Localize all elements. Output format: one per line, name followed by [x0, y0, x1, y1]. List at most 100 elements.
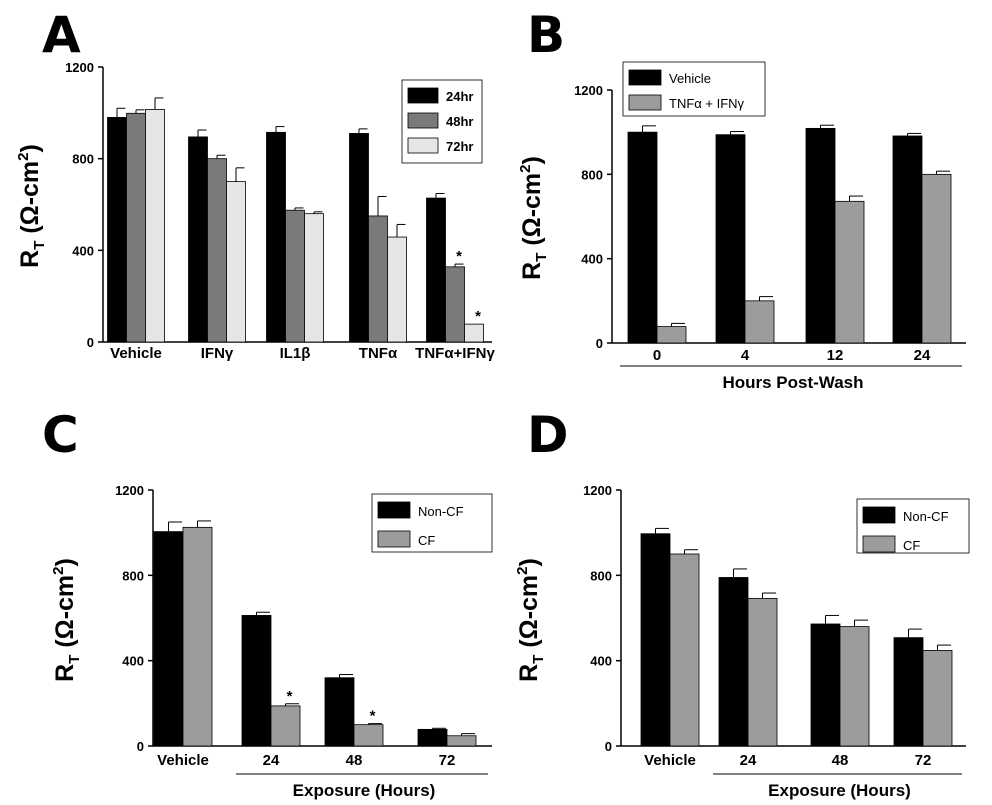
legend-swatch	[407, 87, 439, 104]
legend-label: 72hr	[446, 139, 473, 154]
chart-panel-d: 0 400 800 1200 RT (Ω-cm2) Vehicle 24 48 72Exposu…	[514, 483, 970, 800]
bar	[145, 108, 165, 343]
x-tick-label: 24	[263, 752, 280, 769]
legend-swatch	[862, 535, 896, 553]
bar	[285, 209, 305, 343]
y-tick-label: 0	[87, 335, 94, 350]
chart-panel-b: 0 400 800 1200 RT (Ω-cm2) 0 4 12 24 Hours Post-Wa…	[517, 61, 966, 392]
legend-swatch	[377, 530, 411, 548]
x-tick-label: 72	[915, 752, 932, 769]
x-tick-label: Vehicle	[157, 752, 209, 769]
x-tick-label: 72	[439, 752, 456, 769]
bar	[892, 135, 923, 344]
bar	[241, 615, 272, 747]
bar	[445, 266, 465, 343]
x-tick-label: IFNγ	[201, 345, 234, 362]
bar	[387, 236, 407, 343]
bar	[922, 650, 953, 747]
bar	[126, 112, 146, 343]
legend-swatch	[377, 501, 411, 519]
bar	[226, 181, 246, 343]
legend-label: CF	[418, 533, 435, 548]
bar	[426, 197, 446, 343]
significance-star: *	[456, 248, 462, 265]
y-tick-label: 800	[581, 167, 603, 182]
x-tick-label: 48	[346, 752, 363, 769]
x-tick-label: Vehicle	[644, 752, 696, 769]
x-tick-label: Vehicle	[110, 345, 162, 362]
y-tick-label: 400	[72, 243, 94, 258]
y-tick-label: 1200	[574, 83, 603, 98]
legend-label: Non-CF	[418, 504, 464, 519]
y-tick-label: 0	[137, 739, 144, 754]
bar	[747, 597, 778, 747]
y-tick-label: 800	[590, 568, 612, 583]
y-tick-label: 1200	[583, 483, 612, 498]
bar	[744, 300, 775, 344]
x-tick-label: TNFα+IFNγ	[415, 345, 495, 362]
bar	[839, 626, 870, 747]
x-tick-label: 24	[914, 347, 931, 364]
legend-label: TNFα + IFNγ	[669, 96, 745, 111]
x-tick-label: 0	[653, 347, 661, 364]
bar	[266, 131, 286, 343]
bar	[893, 637, 924, 747]
bar	[805, 127, 836, 344]
bar	[446, 735, 477, 747]
chart-panel-a: 0 400 800 1200 RT (Ω-cm2) Vehicle IFNγ IL1β TNFα…	[15, 60, 495, 362]
bar	[324, 677, 355, 747]
bar	[627, 131, 658, 344]
bar	[188, 136, 208, 343]
bar	[207, 158, 227, 343]
x-axis-label: Exposure (Hours)	[293, 781, 436, 800]
y-tick-label: 0	[605, 739, 612, 754]
x-tick-label: TNFα	[359, 345, 398, 362]
significance-star: *	[370, 708, 376, 725]
bar	[921, 173, 952, 344]
x-tick-label: 24	[740, 752, 757, 769]
legend-swatch	[862, 506, 896, 524]
legend-swatch	[628, 69, 662, 86]
y-axis-label: RT (Ω-cm2)	[15, 144, 48, 268]
significance-star: *	[475, 308, 481, 325]
x-axis-label: Hours Post-Wash	[722, 373, 863, 392]
y-tick-label: 400	[122, 654, 144, 669]
bar	[464, 323, 484, 343]
y-tick-label: 400	[590, 654, 612, 669]
legend-label: Vehicle	[669, 71, 711, 86]
bar	[304, 213, 324, 343]
bar	[417, 728, 448, 747]
legend-swatch	[407, 112, 439, 129]
bar	[107, 117, 127, 343]
y-axis-label: RT (Ω-cm2)	[50, 558, 83, 682]
bar	[810, 623, 841, 747]
y-tick-label: 800	[122, 568, 144, 583]
y-tick-label: 0	[596, 336, 603, 351]
legend-label: 48hr	[446, 114, 473, 129]
y-tick-label: 1200	[115, 483, 144, 498]
x-tick-label: 12	[827, 347, 844, 364]
bar	[349, 133, 369, 343]
x-tick-label: 4	[741, 347, 750, 364]
y-tick-label: 800	[72, 152, 94, 167]
x-axis-label: Exposure (Hours)	[768, 781, 911, 800]
x-tick-label: IL1β	[280, 345, 311, 362]
bar	[640, 533, 671, 747]
legend-label: CF	[903, 538, 920, 553]
panel-letter-c: C	[42, 406, 79, 464]
legend-label: Non-CF	[903, 509, 949, 524]
panel-letter-b: B	[527, 6, 565, 64]
bar	[669, 553, 700, 747]
bar	[715, 134, 746, 344]
panel-letter-d: D	[527, 406, 569, 464]
y-tick-label: 1200	[65, 60, 94, 75]
legend-swatch	[628, 94, 662, 111]
y-tick-label: 400	[581, 252, 603, 267]
x-tick-label: 48	[832, 752, 849, 769]
chart-panel-c: 0 400 800 1200 RT (Ω-cm2) Vehicle * 24 * 48 72Expo…	[50, 483, 493, 800]
y-axis-label: RT (Ω-cm2)	[517, 156, 550, 280]
bar	[368, 215, 388, 343]
bar	[153, 531, 184, 747]
bar	[718, 577, 749, 747]
